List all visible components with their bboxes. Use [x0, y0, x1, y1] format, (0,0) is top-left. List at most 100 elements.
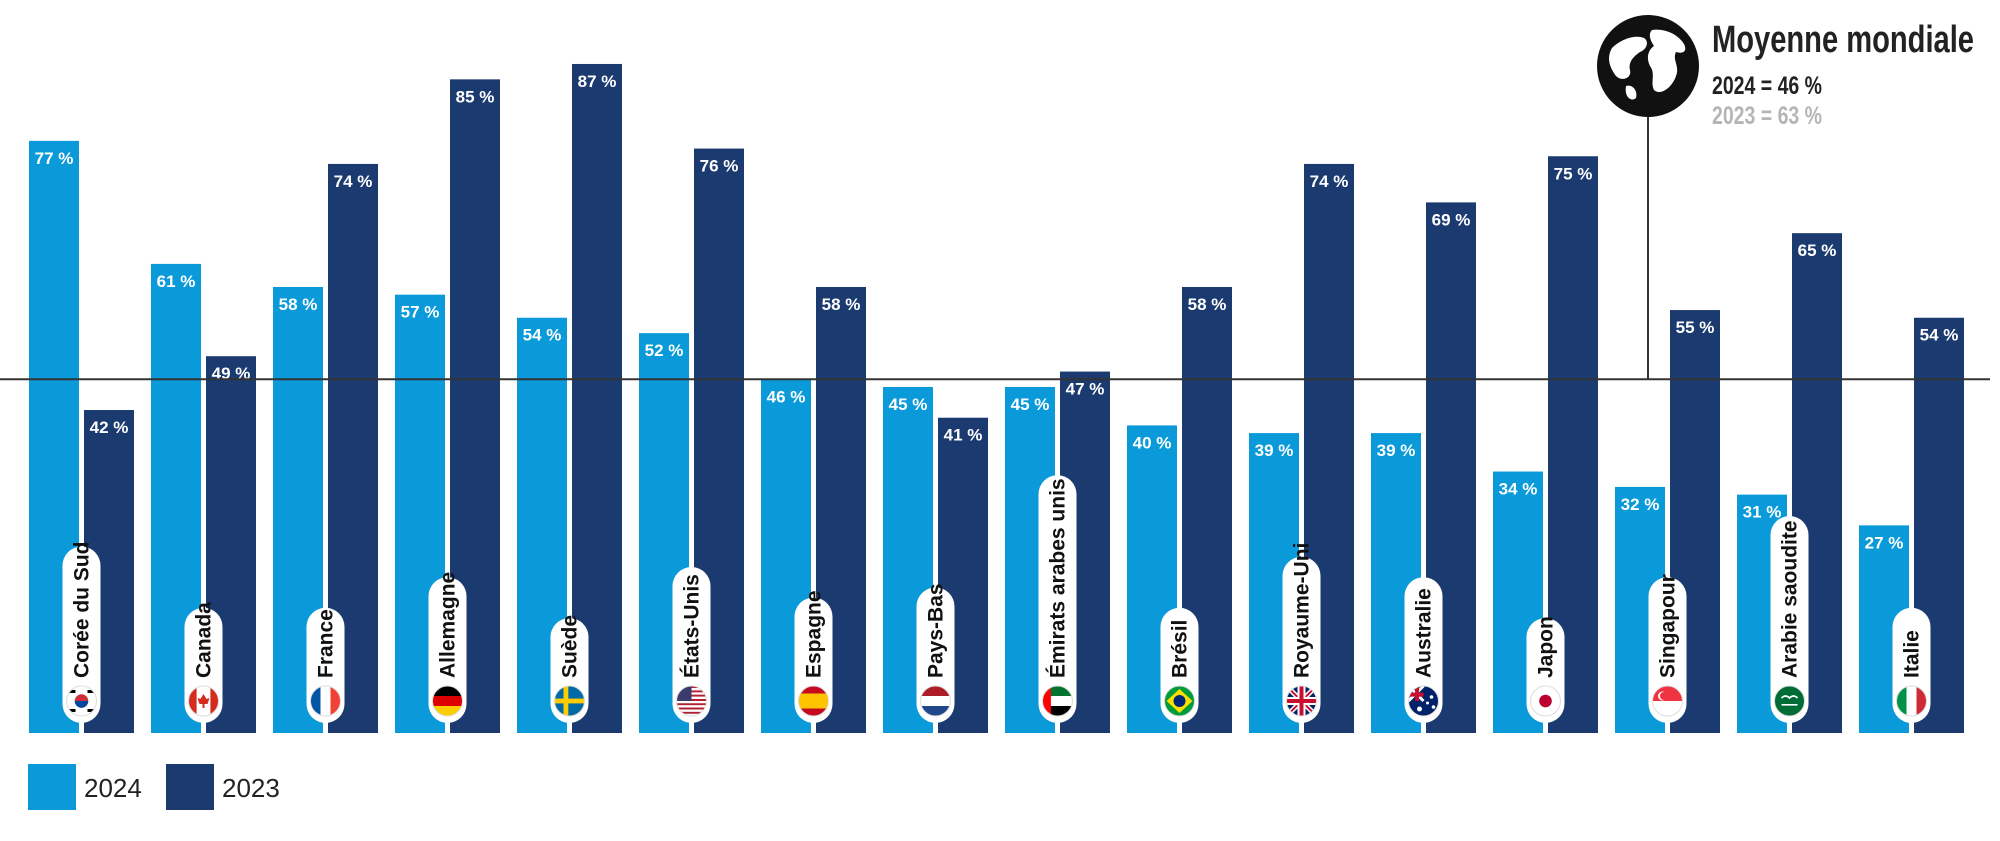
globe-icon: [1597, 15, 1699, 117]
value-label-2024: 58 %: [279, 295, 318, 314]
value-label-2023: 49 %: [212, 364, 251, 383]
value-label-2023: 58 %: [822, 295, 861, 314]
country-name: Corée du Sud: [71, 541, 94, 678]
value-label-2024: 57 %: [401, 303, 440, 322]
value-label-2024: 61 %: [157, 272, 196, 291]
country-label: Brésil: [1160, 607, 1199, 723]
global-average: Moyenne mondiale 2024 = 46 % 2023 = 63 %: [1597, 15, 1974, 380]
country-pill: [1038, 475, 1077, 723]
country-label: Canada: [184, 602, 223, 723]
country-name: Pays-Bas: [925, 583, 948, 678]
country-label: Royaume-Uni: [1282, 543, 1321, 723]
flag-netherlands-icon: [920, 685, 951, 717]
value-label-2024: 39 %: [1377, 441, 1416, 460]
flag-spain-icon: [798, 685, 829, 717]
flag-australia-icon: [1408, 685, 1439, 717]
value-label-2024: 45 %: [1011, 395, 1050, 414]
value-label-2024: 45 %: [889, 395, 928, 414]
flag-canada-icon: [188, 685, 219, 717]
country-label: Pays-Bas: [916, 583, 955, 723]
legend-label-2023: 2023: [222, 773, 280, 803]
flag-singapore-icon: [1652, 685, 1683, 717]
legend-swatch-2024: [28, 764, 76, 810]
value-label-2024: 32 %: [1621, 495, 1660, 514]
value-label-2023: 41 %: [944, 426, 983, 445]
value-label-2023: 69 %: [1432, 210, 1471, 229]
country-name: Australie: [1413, 588, 1436, 678]
country-name: Brésil: [1169, 620, 1192, 678]
flag-italy-icon: [1896, 685, 1927, 717]
country-label: Arabie saoudite: [1770, 516, 1809, 723]
flag-saudi-arabia-icon: [1774, 685, 1805, 717]
country-label: Émirats arabes unis: [1038, 475, 1077, 723]
country-label: Australie: [1404, 577, 1443, 723]
value-label-2024: 54 %: [523, 326, 562, 345]
value-label-2024: 52 %: [645, 341, 684, 360]
value-label-2024: 27 %: [1865, 533, 1904, 552]
legend-label-2024: 2024: [84, 773, 142, 803]
country-name: Italie: [1901, 630, 1924, 678]
country-pill: [428, 577, 467, 723]
flag-usa-icon: [676, 685, 707, 717]
value-label-2024: 40 %: [1133, 433, 1172, 452]
country-name: Royaume-Uni: [1291, 543, 1314, 678]
country-label: France: [306, 607, 345, 723]
country-name: Canada: [193, 602, 216, 678]
global-average-2024: 2024 = 46 %: [1712, 72, 1822, 100]
country-name: Arabie saoudite: [1779, 520, 1802, 678]
flag-japan-icon: [1530, 685, 1561, 717]
labels-layer: 77 % 42 % Corée du Sud 61 % 49 % Canada 58 % 74…: [35, 72, 1959, 723]
value-label-2023: 47 %: [1066, 380, 1105, 399]
flag-brazil-icon: [1164, 685, 1195, 717]
flag-south-korea-icon: [66, 685, 97, 717]
country-name: France: [315, 609, 338, 678]
country-pill: [1648, 577, 1687, 723]
country-name: Allemagne: [437, 572, 460, 678]
value-label-2024: 34 %: [1499, 480, 1538, 499]
country-label: Suède: [550, 615, 589, 723]
country-label: Corée du Sud: [62, 541, 101, 723]
flag-uk-icon: [1286, 685, 1317, 717]
flag-france-icon: [310, 685, 341, 717]
country-name: Émirats arabes unis: [1047, 478, 1070, 678]
country-label: Singapour: [1648, 574, 1687, 723]
country-name: États-Unis: [681, 574, 704, 678]
value-label-2023: 85 %: [456, 87, 495, 106]
flag-germany-icon: [432, 685, 463, 717]
country-pill: [1282, 556, 1321, 723]
value-label-2023: 55 %: [1676, 318, 1715, 337]
value-label-2023: 74 %: [1310, 172, 1349, 191]
value-label-2024: 39 %: [1255, 441, 1294, 460]
country-pill: [672, 567, 711, 723]
country-label: États-Unis: [672, 567, 711, 723]
global-average-title: Moyenne mondiale: [1712, 19, 1974, 61]
country-label: Japon: [1526, 616, 1565, 723]
value-label-2023: 75 %: [1554, 164, 1593, 183]
country-name: Japon: [1535, 616, 1558, 678]
global-average-2023: 2023 = 63 %: [1712, 102, 1822, 130]
country-name: Espagne: [803, 590, 826, 678]
value-label-2023: 76 %: [700, 157, 739, 176]
country-name: Suède: [559, 615, 582, 678]
value-label-2024: 31 %: [1743, 503, 1782, 522]
value-label-2023: 42 %: [90, 418, 129, 437]
country-pill: [1770, 516, 1809, 723]
value-label-2023: 54 %: [1920, 326, 1959, 345]
country-label: Espagne: [794, 590, 833, 723]
value-label-2023: 87 %: [578, 72, 617, 91]
value-label-2023: 58 %: [1188, 295, 1227, 314]
flag-uae-icon: [1042, 685, 1073, 717]
country-name: Singapour: [1657, 574, 1680, 678]
value-label-2023: 65 %: [1798, 241, 1837, 260]
value-label-2024: 77 %: [35, 149, 74, 168]
legend-swatch-2023: [166, 764, 214, 810]
country-label: Italie: [1892, 607, 1931, 723]
country-label: Allemagne: [428, 572, 467, 723]
value-label-2024: 46 %: [767, 387, 806, 406]
legend: 2024 2023: [28, 764, 280, 810]
country-pill: [62, 546, 101, 723]
country-pill: [1404, 577, 1443, 723]
flag-sweden-icon: [554, 685, 585, 717]
value-label-2023: 74 %: [334, 172, 373, 191]
